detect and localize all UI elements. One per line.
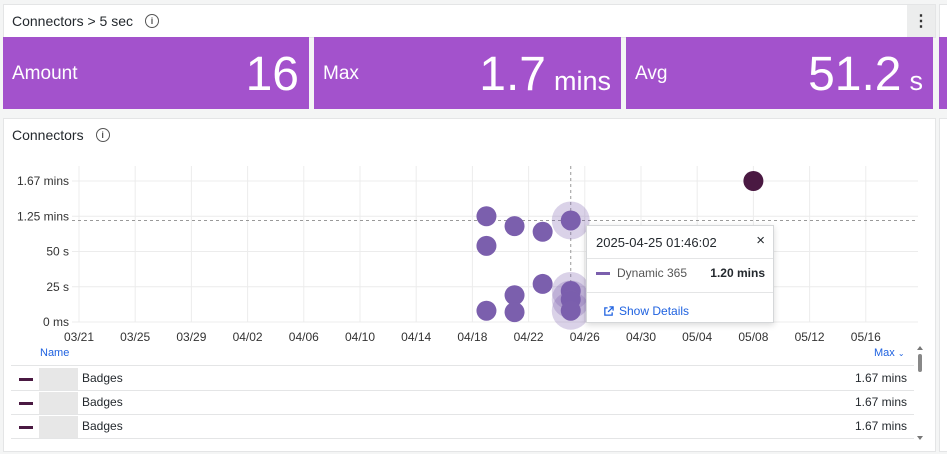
stat-label: Avg	[635, 63, 668, 84]
x-tick-label: 05/12	[795, 330, 825, 344]
x-tick-label: 04/14	[401, 330, 431, 344]
series-swatch	[19, 402, 33, 405]
info-icon[interactable]: i	[95, 128, 110, 142]
chart-panel-title: Connectors	[12, 127, 84, 143]
stat-max: Max 1.7 mins	[314, 37, 621, 109]
data-point	[560, 210, 581, 231]
stat-label: Amount	[12, 63, 78, 84]
y-tick-label: 1.67 mins	[17, 174, 69, 188]
legend-series-name: Badges	[82, 371, 123, 385]
stat-value: 16	[245, 48, 299, 101]
y-tick-label: 1.25 mins	[17, 209, 69, 223]
stat-value: 51.2 s	[808, 48, 924, 101]
x-tick-label: 04/02	[233, 330, 263, 344]
data-point	[476, 206, 497, 227]
data-point	[743, 171, 764, 191]
x-tick-label: 03/29	[176, 330, 206, 344]
close-icon[interactable]: ×	[756, 232, 765, 249]
data-point	[476, 235, 497, 256]
x-tick-label: 04/30	[626, 330, 656, 344]
tooltip-divider	[587, 292, 773, 293]
x-tick-label: 03/25	[120, 330, 150, 344]
redacted-region	[39, 368, 78, 390]
legend-row[interactable]: Badges 1.67 mins	[11, 415, 914, 439]
legend-series-name: Badges	[82, 419, 123, 433]
legend-series-name: Badges	[82, 395, 123, 409]
y-tick-label: 0 ms	[43, 315, 69, 329]
x-tick-label: 03/21	[64, 330, 94, 344]
legend-scrollbar[interactable]	[916, 346, 924, 440]
y-tick-label: 25 s	[46, 280, 69, 294]
info-icon[interactable]: i	[145, 14, 160, 28]
data-point	[476, 300, 497, 321]
data-point	[532, 221, 553, 242]
x-tick-label: 05/16	[851, 330, 881, 344]
legend-row[interactable]: Badges 1.67 mins	[11, 391, 914, 415]
show-details-link[interactable]: Show Details	[603, 304, 689, 318]
chart-panel: Connectors i	[3, 118, 936, 452]
chevron-down-icon: ⌄	[897, 349, 905, 358]
x-tick-label: 05/08	[738, 330, 768, 344]
legend-max-header[interactable]: Max ⌄	[874, 347, 905, 359]
stat-amount: Amount 16	[3, 37, 309, 109]
external-link-icon	[604, 305, 614, 316]
data-point	[532, 273, 553, 294]
series-swatch	[19, 426, 33, 429]
stat-unit: s	[909, 66, 924, 96]
x-tick-label: 04/06	[289, 330, 319, 344]
data-point	[504, 285, 525, 306]
legend-row[interactable]: Badges 1.67 mins	[11, 367, 914, 391]
stat-value: 1.7 mins	[479, 48, 611, 101]
legend-max-value: 1.67 mins	[854, 395, 907, 409]
series-swatch	[596, 272, 610, 275]
stat-label: Max	[323, 63, 359, 84]
series-swatch	[19, 378, 33, 381]
legend-header-divider	[11, 365, 914, 366]
panel-menu-icon[interactable]: ⋮	[907, 5, 935, 37]
data-point	[504, 302, 525, 323]
tooltip-series: Dynamic 365	[617, 266, 688, 280]
legend-max-value: 1.67 mins	[854, 371, 907, 385]
top-panel: Connectors > 5 sec i ⋮	[3, 4, 936, 38]
stat-tile-partial	[939, 37, 947, 109]
stat-unit: mins	[553, 66, 611, 96]
x-tick-label: 05/04	[682, 330, 712, 344]
tooltip: 2025-04-25 01:46:02 × Dynamic 365 1.20 m…	[586, 225, 774, 323]
show-details-label: Show Details	[619, 304, 690, 318]
tooltip-time: 2025-04-25 01:46:02	[596, 235, 717, 250]
legend-max-value: 1.67 mins	[854, 419, 907, 433]
stat-avg: Avg 51.2 s	[626, 37, 933, 109]
data-point	[504, 216, 525, 237]
y-tick-label: 50 s	[46, 245, 69, 259]
x-tick-label: 04/26	[570, 330, 600, 344]
right-panel-edge	[939, 118, 947, 452]
redacted-region	[39, 392, 78, 414]
top-panel-title: Connectors > 5 sec	[12, 13, 134, 29]
tooltip-value: 1.20 mins	[710, 266, 765, 280]
legend-name-header[interactable]: Name	[40, 347, 70, 359]
x-tick-label: 04/22	[514, 330, 544, 344]
x-tick-label: 04/18	[457, 330, 487, 344]
data-point	[560, 300, 581, 321]
x-tick-label: 04/10	[345, 330, 375, 344]
redacted-region	[39, 416, 78, 438]
tooltip-divider	[587, 258, 773, 259]
